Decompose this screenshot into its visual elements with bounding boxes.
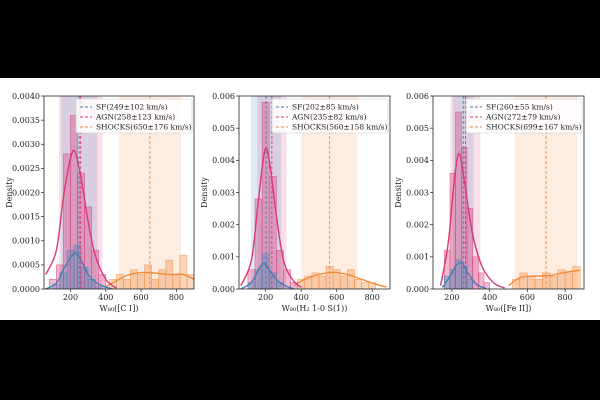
y-axis-label: Density [394, 177, 403, 208]
panel-2: 200 400 600 800 0.000 0.001 0.002 0.003 0.004 0.0… [200, 92, 391, 313]
panel-3: 200 400 600 800 0.000 0.001 0.002 0.003 0.004 0.0… [394, 92, 585, 313]
hist-bar-sf [254, 269, 263, 289]
y-tick-label: 0.0015 [12, 212, 40, 221]
y-tick-label: 0.005 [406, 124, 429, 133]
hist-bar-shocks [347, 269, 355, 289]
kde-curve-sf [45, 252, 114, 289]
x-tick-label: 600 [329, 293, 344, 302]
hist-bar-shocks [534, 279, 543, 289]
x-tick-label: 200 [258, 293, 273, 302]
hist-bar-shocks [361, 282, 369, 289]
hist-bar-shocks [179, 254, 188, 289]
hist-bar-shocks [549, 275, 558, 289]
x-tick-label: 400 [98, 293, 113, 302]
kde-curve-shocks [293, 271, 387, 288]
y-tick-label: 0.001 [212, 253, 235, 262]
legend-label-shocks: SHOCKS(699±167 km/s) [486, 123, 582, 132]
hist-bar-shocks [519, 272, 528, 289]
y-tick-label: 0.000 [406, 285, 429, 294]
y-tick-label: 0.0000 [12, 285, 40, 294]
legend-label-agn: AGN(258±123 km/s) [95, 113, 175, 122]
y-axis-label: Density [200, 177, 209, 208]
y-tick-label: 0.003 [406, 188, 429, 197]
hist-bar-sf [73, 245, 82, 289]
x-tick-label: 600 [520, 293, 535, 302]
y-tick-label: 0.0010 [12, 237, 40, 246]
legend-label-agn: AGN(272±79 km/s) [485, 113, 560, 122]
y-tick-label: 0.0005 [12, 261, 40, 270]
y-tick-label: 0.006 [212, 92, 235, 101]
x-axis-label: W₈₀([C I]) [100, 304, 139, 313]
hist-bar-shocks [158, 269, 167, 289]
kde-curve-agn [45, 149, 117, 289]
y-tick-label: 0.002 [406, 220, 429, 229]
hist-bar-sf [449, 269, 456, 289]
hist-bar-agn [483, 282, 490, 289]
y-axis-label: Density [5, 177, 14, 208]
kde-curve-sf [240, 262, 295, 289]
y-tick-label: 0.0040 [12, 92, 40, 101]
hist-bar-sf [466, 279, 473, 289]
x-tick-label: 800 [365, 293, 380, 302]
x-axis-label: W₈₀(H₂ 1-0 S(1)) [282, 304, 348, 313]
x-tick-label: 400 [294, 293, 309, 302]
hist-bar-sf [80, 266, 89, 289]
legend-box [465, 98, 583, 134]
kde-curve-shocks [508, 269, 581, 287]
hist-bar-shocks [172, 274, 181, 289]
legend-label-agn: AGN(235±82 km/s) [291, 113, 366, 122]
hist-bar-shocks [572, 266, 581, 289]
y-tick-label: 0.0035 [12, 116, 40, 125]
kde-curve-agn [240, 147, 302, 288]
hist-bar-agn [268, 176, 277, 289]
hist-bar-shocks [354, 279, 362, 289]
x-tick-label: 800 [169, 293, 184, 302]
legend-label-shocks: SHOCKS(650±176 km/s) [96, 123, 192, 132]
panel-1: 200 400 600 800 0.0000 0.0005 0.0010 0.0015 0.00… [5, 92, 195, 313]
legend-label-shocks: SHOCKS(560±158 km/s) [292, 123, 388, 132]
y-tick-label: 0.0025 [12, 164, 40, 173]
legend-label-sf: SF(260±55 km/s) [486, 103, 553, 112]
hist-bar-shocks [116, 274, 124, 289]
y-tick-label: 0.001 [406, 253, 429, 262]
y-tick-label: 0.005 [212, 124, 235, 133]
hist-bar-shocks [564, 272, 573, 289]
x-tick-label: 800 [557, 293, 572, 302]
hist-bar-sf [66, 250, 75, 289]
y-tick-label: 0.004 [406, 156, 429, 165]
hist-bar-shocks [144, 264, 152, 289]
y-tick-label: 0.006 [406, 92, 429, 101]
y-tick-label: 0.0020 [12, 188, 40, 197]
x-tick-label: 200 [63, 293, 78, 302]
x-tick-label: 400 [482, 293, 497, 302]
y-tick-label: 0.002 [212, 220, 235, 229]
y-tick-label: 0.003 [212, 188, 235, 197]
hist-bar-shocks [511, 279, 521, 289]
legend-label-sf: SF(249±102 km/s) [96, 103, 168, 112]
y-tick-label: 0.0030 [12, 140, 40, 149]
y-tick-label: 0.004 [212, 156, 235, 165]
x-tick-label: 200 [444, 293, 459, 302]
x-axis-label: W₈₀([Fe II]) [486, 304, 532, 313]
hist-bar-shocks [151, 279, 160, 289]
legend-box [75, 98, 193, 134]
hist-bar-agn [84, 206, 92, 289]
hist-bar-shocks [318, 275, 327, 289]
legend-box [271, 98, 389, 134]
kde-curve-shocks [105, 271, 194, 288]
hist-bar-shocks [339, 275, 348, 289]
hist-bar-shocks [123, 279, 131, 289]
y-tick-label: 0.000 [212, 285, 235, 294]
hist-bar-shocks [527, 275, 536, 289]
hist-bar-shocks [137, 274, 145, 289]
kde-curve-sf [441, 261, 487, 289]
legend-label-sf: SF(202±85 km/s) [292, 103, 359, 112]
x-tick-label: 600 [133, 293, 148, 302]
